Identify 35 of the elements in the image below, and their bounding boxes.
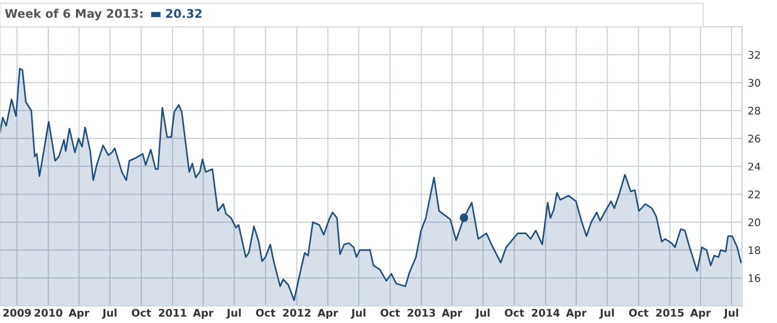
x-tick-label: Jul	[723, 308, 738, 319]
x-tick-label: Jul	[226, 308, 241, 319]
y-tick-label: 32	[748, 50, 760, 59]
x-tick-label: Apr	[566, 308, 587, 319]
x-tick-label: Jul	[474, 308, 490, 319]
text: Week of 6 May 2013:	[5, 8, 142, 20]
x-tick-label: 2012	[283, 308, 310, 317]
x-tick-label: 2015	[656, 308, 684, 317]
x-tick-label: Jul	[350, 308, 366, 319]
x-tick-label: Oct	[629, 308, 648, 317]
x-tick-label: 2014	[532, 308, 560, 317]
y-tick-label: 22	[748, 190, 760, 198]
x-tick-label: Apr	[68, 308, 90, 319]
x-tick-label: Oct	[380, 308, 400, 317]
x-tick-label: Oct	[132, 308, 152, 317]
y-tick-label: 20	[748, 218, 760, 226]
y-tick-label: 18	[748, 246, 760, 254]
x-tick-label: Apr	[690, 308, 711, 319]
x-tick-label: Oct	[256, 308, 276, 317]
x-tick-label: Apr	[442, 308, 462, 319]
x-tick-label: Oct	[504, 308, 524, 317]
y-tick-label: 24	[748, 162, 760, 170]
x-tick-label: Apr	[192, 308, 214, 319]
x-tick-label: 2010	[34, 308, 62, 317]
y-tick-label: 16	[748, 274, 760, 282]
x-tick-label: 2011	[158, 308, 186, 317]
x-tick-label: 2009	[3, 308, 31, 317]
x-tick-label: Apr	[318, 308, 338, 319]
x-tick-label: Jul	[599, 308, 614, 319]
x-tick-label: 2013	[408, 308, 436, 317]
y-tick-label: 26	[748, 134, 760, 143]
y-tick-label: 30	[748, 78, 760, 87]
text: 20.32	[166, 9, 202, 18]
y-tick-label: 28	[748, 106, 760, 115]
x-tick-label: Jul	[102, 308, 116, 319]
